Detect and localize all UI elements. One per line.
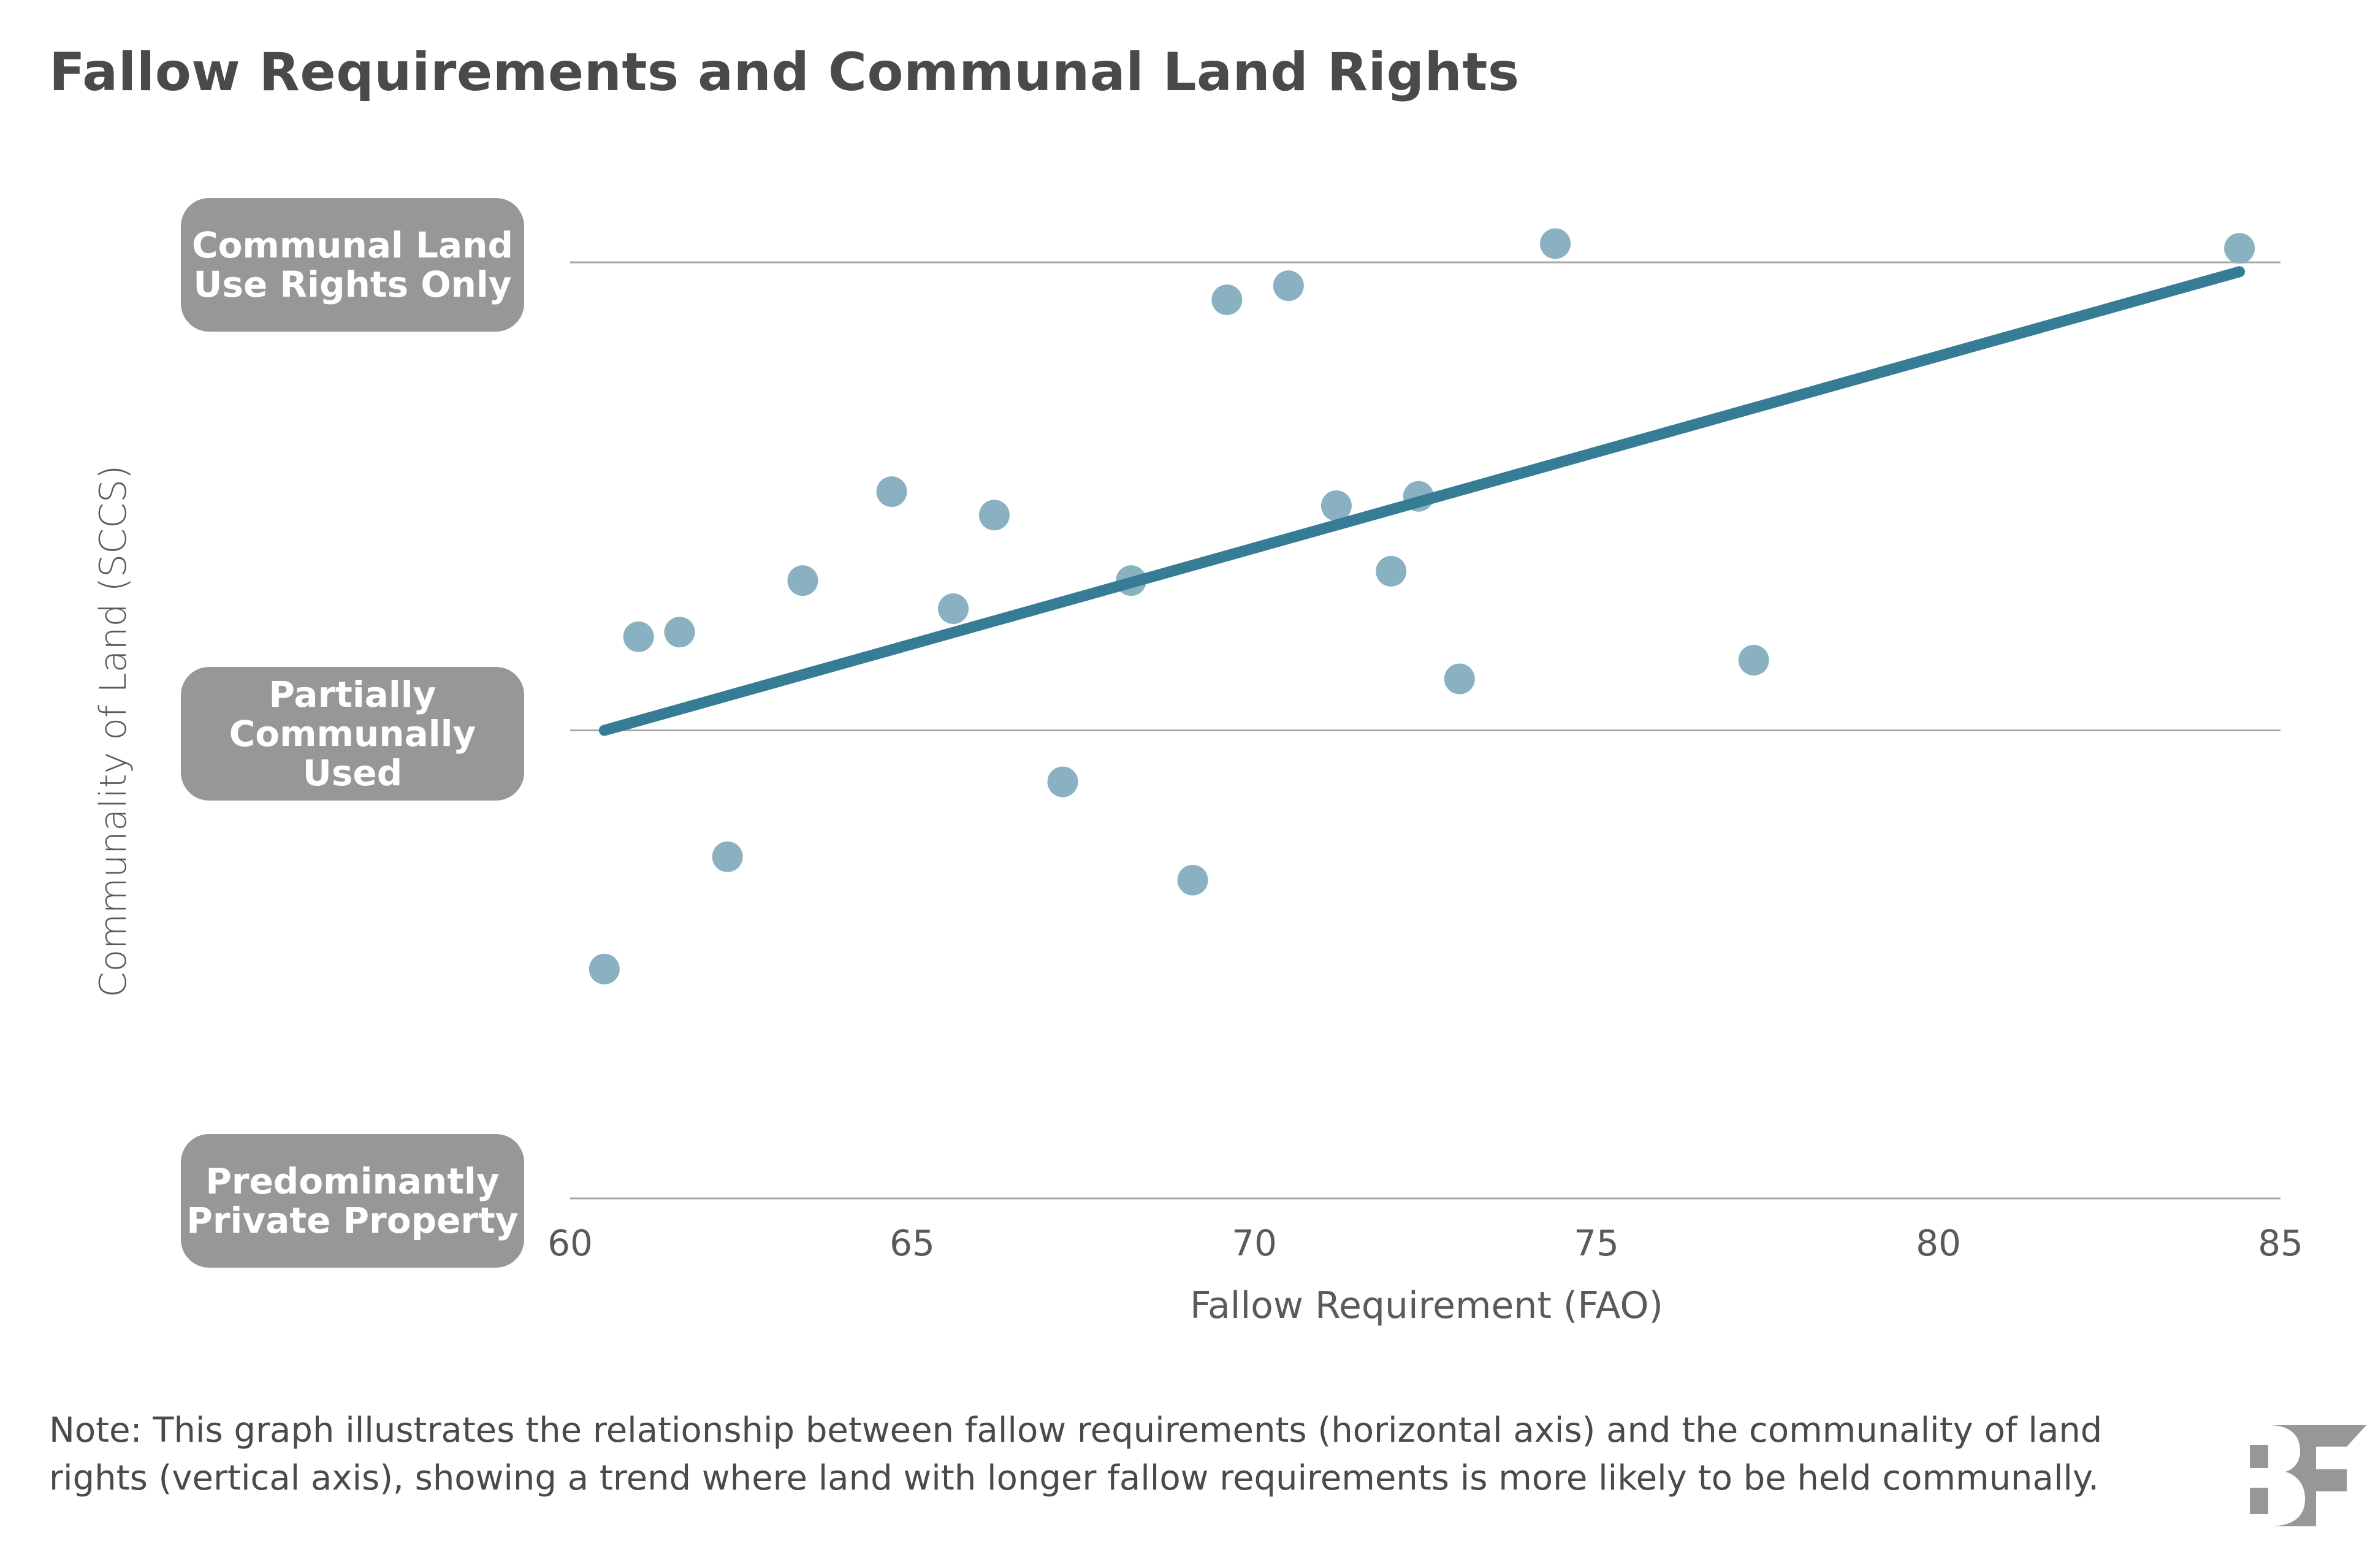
- level-box-private: Predominantly Private Property: [181, 1134, 524, 1268]
- x-axis-label: Fallow Requirement (FAO): [1190, 1284, 1663, 1327]
- level-label-line: Private Property: [186, 1200, 519, 1241]
- x-tick-label: 70: [1232, 1222, 1277, 1264]
- chart-title: Fallow Requirements and Communal Land Ri…: [49, 42, 1520, 103]
- data-point: [664, 617, 695, 648]
- data-point: [1540, 228, 1571, 259]
- trendline: [598, 266, 2246, 736]
- level-label-line: Use Rights Only: [193, 264, 512, 305]
- level-label-line: Partially: [269, 674, 436, 715]
- data-point: [1211, 284, 1243, 316]
- data-point: [1320, 490, 1352, 522]
- gridlines: [570, 261, 2281, 1200]
- data-point: [1273, 270, 1304, 302]
- x-tick-label: 60: [547, 1222, 593, 1264]
- level-label-line: Communal Land: [192, 224, 513, 266]
- data-point: [1444, 663, 1475, 695]
- level-label-line: Communally Used: [229, 713, 476, 794]
- data-points: [589, 228, 2255, 984]
- x-tick-labels: 60 65 70 75 80 85: [547, 1222, 2303, 1264]
- x-tick-label: 80: [1916, 1222, 1961, 1264]
- data-point: [978, 500, 1010, 531]
- data-point: [876, 476, 907, 508]
- x-tick-label: 85: [2258, 1222, 2303, 1264]
- trendline-group: [598, 266, 2246, 736]
- data-point: [1376, 555, 1407, 587]
- x-tick-label: 75: [1574, 1222, 1619, 1264]
- data-point: [2224, 233, 2255, 264]
- data-point: [1738, 644, 1769, 676]
- data-point: [787, 565, 818, 596]
- note-line: Note: This graph illustrates the relatio…: [49, 1410, 2103, 1450]
- level-box-communal: Communal Land Use Rights Only: [181, 198, 524, 332]
- bf-logo-icon: [2250, 1425, 2366, 1526]
- data-point: [623, 621, 654, 652]
- note-line: rights (vertical axis), showing a trend …: [49, 1458, 2099, 1498]
- x-tick-label: 65: [890, 1222, 935, 1264]
- data-point: [1047, 766, 1078, 797]
- data-point: [937, 593, 969, 624]
- chart-note: Note: This graph illustrates the relatio…: [49, 1407, 2133, 1502]
- data-point: [1177, 864, 1208, 896]
- data-point: [712, 841, 743, 872]
- level-label-line: Predominantly: [205, 1160, 500, 1202]
- data-point: [589, 953, 620, 984]
- level-box-partial: Partially Communally Used: [181, 667, 524, 801]
